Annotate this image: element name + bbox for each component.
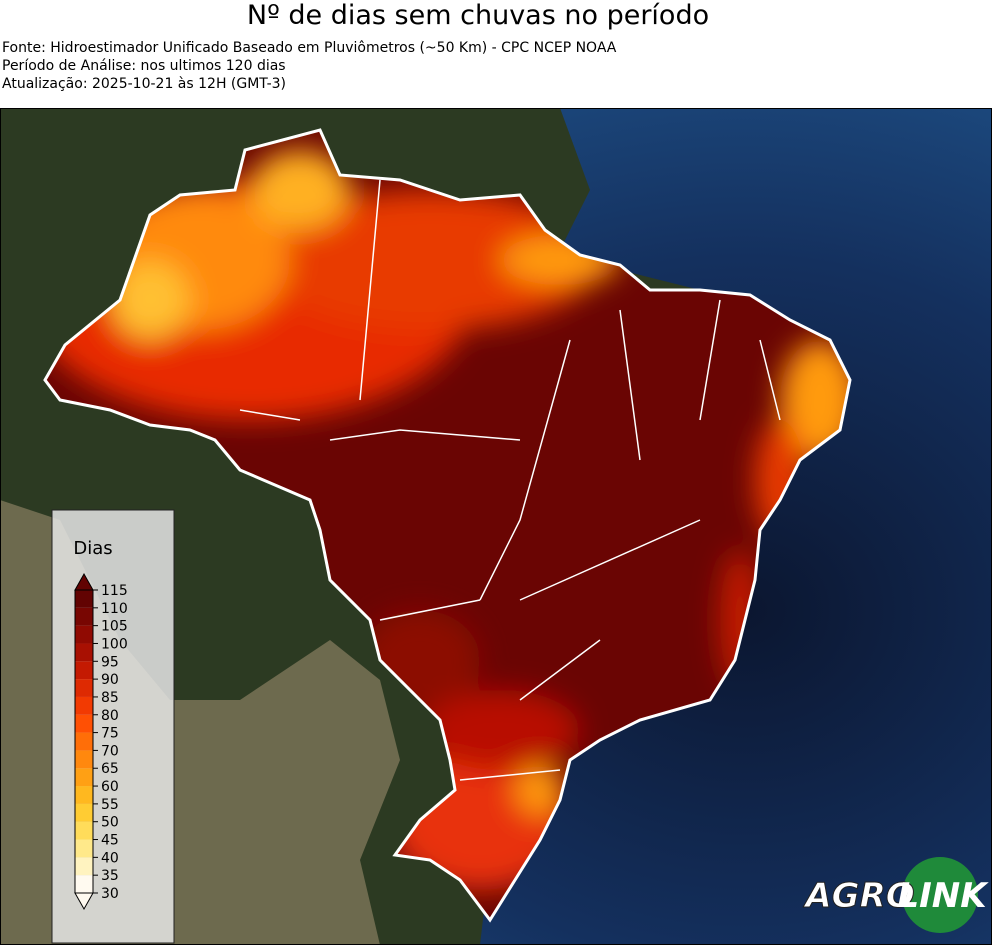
tick-label: 30 [101, 886, 119, 902]
color-band [75, 607, 93, 626]
tick-label: 85 [101, 690, 119, 706]
tick-label: 95 [101, 654, 119, 670]
tick-label: 60 [101, 779, 119, 795]
tick-label: 110 [101, 601, 128, 617]
color-band [75, 786, 93, 804]
tick-label: 65 [101, 761, 119, 777]
tick-label: 100 [101, 636, 128, 652]
color-band [75, 679, 93, 697]
logo-right: LINK [897, 876, 989, 916]
tick-label: 45 [101, 833, 119, 849]
color-band [75, 714, 93, 733]
tick-label: 90 [101, 672, 119, 688]
color-band [75, 803, 93, 822]
legend-title: Dias [73, 538, 112, 559]
color-band [75, 625, 93, 644]
tick-label: 105 [101, 619, 128, 635]
colorbar-outline [74, 589, 94, 894]
color-band [75, 696, 93, 715]
tick-label: 70 [101, 743, 119, 759]
tick-label: 50 [101, 815, 119, 831]
tick-label: 115 [101, 583, 128, 599]
source-line: Fonte: Hidroestimador Unificado Baseado … [2, 40, 617, 56]
color-band [75, 821, 93, 840]
tick-label: 40 [101, 850, 119, 866]
color-band [75, 839, 93, 858]
period-line: Período de Análise: nos ultimos 120 dias [2, 58, 286, 74]
tick-label: 80 [101, 708, 119, 724]
logo-left: AGRO [802, 876, 914, 916]
title: Nº de dias sem chuvas no período [246, 0, 710, 31]
tick-label: 35 [101, 868, 119, 884]
tick-label: 55 [101, 797, 119, 813]
color-band [75, 643, 93, 662]
color-band [75, 857, 93, 876]
color-band [75, 768, 93, 787]
color-band [75, 875, 93, 893]
color-band [75, 661, 93, 680]
logo: AGRO LINK [802, 857, 989, 933]
color-band [75, 732, 93, 751]
legend-box [51, 509, 175, 944]
update-line: Atualização: 2025-10-21 às 12H (GMT-3) [2, 76, 286, 92]
color-band [75, 590, 93, 608]
color-band [75, 750, 93, 769]
tick-label: 75 [101, 726, 119, 742]
state-lines [239, 179, 781, 781]
